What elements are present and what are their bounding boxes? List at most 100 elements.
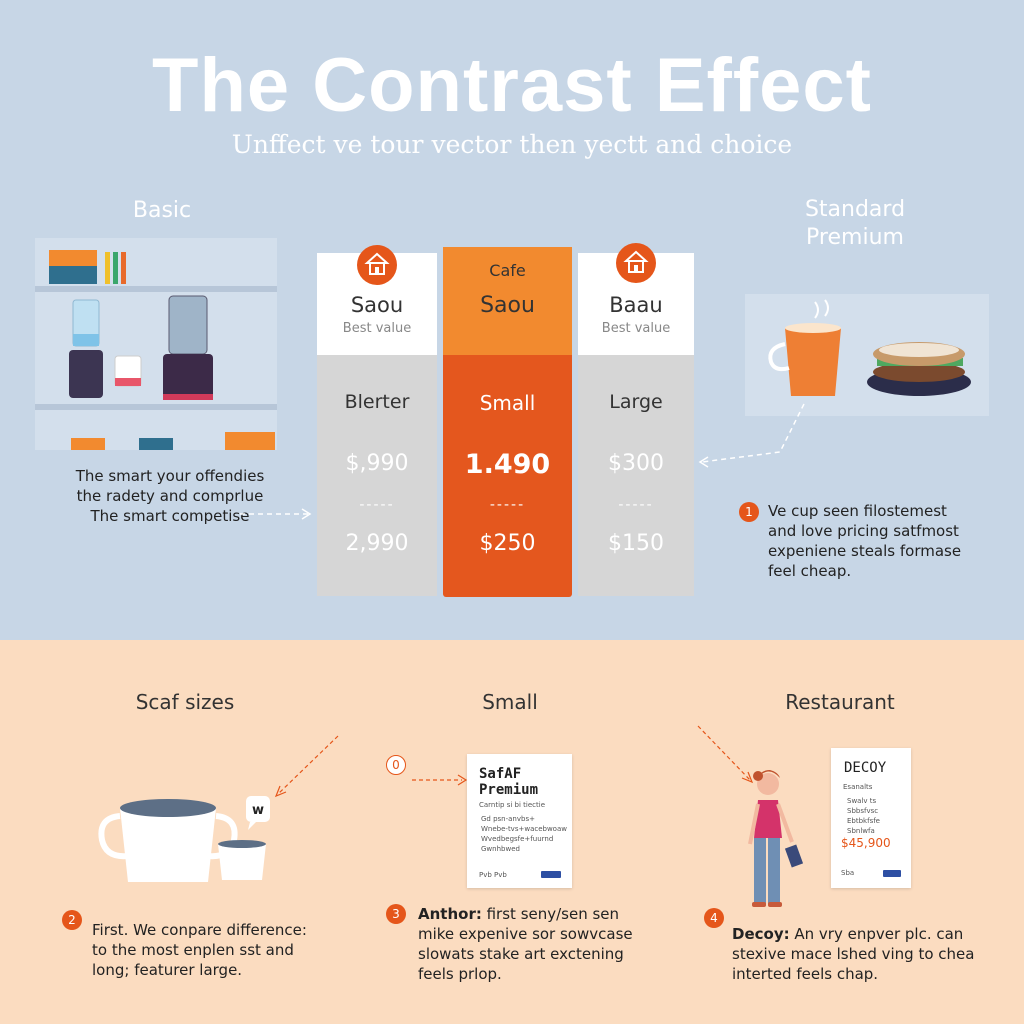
right-note-line: Ve cup seen filostemest xyxy=(768,502,947,520)
card-button[interactable] xyxy=(883,870,901,877)
note-line: Anthor: first seny/sen sen xyxy=(418,904,668,924)
plan-size: Large xyxy=(609,391,663,413)
plan-size: Small xyxy=(479,391,536,415)
note-line: interted feels chap. xyxy=(732,965,879,983)
list-item: Wvedbegsfe+fuurnd xyxy=(481,835,554,843)
sandwich-icon xyxy=(867,342,971,396)
section-heading: Small xyxy=(482,690,538,714)
left-note-line: The smart competise xyxy=(90,507,250,525)
right-arrow xyxy=(698,403,805,468)
note-line: Decoy: An vry enpver plc. can xyxy=(732,924,1002,944)
basic-label: Basic xyxy=(132,198,192,223)
coffee-sandwich-illustration xyxy=(745,294,989,416)
note-line: to the most enplen sst and xyxy=(92,941,294,959)
right-note-line: and love pricing satfmost xyxy=(768,522,959,540)
plan-cafe: Cafe xyxy=(489,261,526,280)
arrow-to-card xyxy=(412,774,468,786)
coffee-cup-icon xyxy=(114,355,142,387)
list-item: Sbbsfvsc xyxy=(847,807,879,815)
plan-name: Saou xyxy=(480,293,535,318)
coffee-cup-icon xyxy=(768,299,841,396)
card-title: SafAF xyxy=(479,766,522,782)
right-note-line: expeniene steals formase xyxy=(768,542,962,560)
note-text: first seny/sen sen xyxy=(481,905,620,923)
plan-price: $,990 xyxy=(345,451,409,476)
left-arrow xyxy=(240,508,312,520)
plan-price-secondary: $150 xyxy=(608,531,664,556)
shelf-illustration xyxy=(35,238,277,450)
card-button[interactable] xyxy=(541,871,561,878)
list-item: Swalv ts xyxy=(847,797,877,805)
page-title: The Contrast Effect xyxy=(152,43,872,128)
card-price: $45,900 xyxy=(841,836,891,850)
plan-price: 1.490 xyxy=(464,449,551,480)
plan-price: $300 xyxy=(608,451,664,476)
house-icon xyxy=(616,243,656,283)
coffee-cup-icon xyxy=(98,799,266,882)
price-column-right[interactable]: Baau Best value Large $300 ----- $150 xyxy=(578,243,694,596)
card-title: Premium xyxy=(479,782,539,798)
note-bold: Decoy: xyxy=(732,925,790,943)
divider: ----- xyxy=(359,497,395,513)
price-column-middle[interactable]: Cafe Saou Small 1.490 ----- $250 xyxy=(443,247,572,597)
plan-price-secondary: 2,990 xyxy=(345,531,409,556)
blender-icon xyxy=(69,295,213,400)
cups-illustration: w xyxy=(98,735,339,882)
note-line: First. We conpare difference: xyxy=(92,921,307,939)
card-list: Gd psn-anvbs+ Wnebe-tvs+wacebwoaw Wvedbe… xyxy=(481,814,567,854)
card-title: DECOY xyxy=(844,760,887,776)
premium-card[interactable]: SafAF Premium Carntip si bi tiectie Gd p… xyxy=(467,754,572,888)
list-item: Gwnhbwed xyxy=(481,845,520,853)
left-note-line: The smart your offendies xyxy=(75,467,265,485)
plan-name: Baau xyxy=(609,293,663,317)
note-text: An vry enpver plc. can xyxy=(789,925,964,943)
standard-premium-label: Standard Premium xyxy=(770,196,940,252)
decoy-card[interactable]: DECOY Esanalts Swalv ts Sbbsfvsc Ebtbkfs… xyxy=(831,748,911,888)
section-heading: Restaurant xyxy=(785,690,895,714)
note-bold: Anthor: xyxy=(418,905,482,923)
card-footer: Sba xyxy=(841,869,855,877)
note-line: mike expenive sor sowvcase xyxy=(418,925,633,943)
price-column-left[interactable]: Saou Best value Blerter $,990 ----- 2,99… xyxy=(317,245,437,596)
list-item: Gd psn-anvbs+ xyxy=(481,815,535,823)
divider: ----- xyxy=(489,497,526,513)
person-icon xyxy=(748,770,804,907)
label-line: Standard xyxy=(804,197,906,222)
card-list: Swalv ts Sbbsfvsc Ebtbkfsfe Sbnlwfa xyxy=(847,796,880,836)
note-line: stexive mace lshed ving to chea xyxy=(732,945,975,963)
page-subtitle: Unffect ve tour vector then yectt and ch… xyxy=(231,130,793,159)
section-heading: Scaf sizes xyxy=(135,690,235,714)
section-note: First. We conpare difference: to the mos… xyxy=(92,920,332,980)
right-note-line: feel cheap. xyxy=(768,562,852,580)
column-header: Cafe Saou xyxy=(443,247,572,355)
step-number: 4 xyxy=(704,908,724,928)
person-illustration xyxy=(697,725,804,907)
left-note-line: the radety and comprlue xyxy=(76,487,264,505)
note-line: feels prlop. xyxy=(418,965,502,983)
house-icon xyxy=(357,245,397,285)
divider: ----- xyxy=(618,497,654,513)
list-item: Sbnlwfa xyxy=(847,827,875,835)
column-header: Baau Best value xyxy=(578,243,694,355)
label-line: Premium xyxy=(806,225,904,250)
step-number: 1 xyxy=(739,502,759,522)
section-note: Decoy: An vry enpver plc. can stexive ma… xyxy=(732,924,1002,984)
column-header: Saou Best value xyxy=(317,245,437,355)
plan-price-secondary: $250 xyxy=(479,531,536,556)
card-subtitle: Carntip si bi tiectie xyxy=(479,801,545,809)
left-note: The smart your offendies the radety and … xyxy=(60,466,280,526)
step-marker: 0 xyxy=(386,755,406,775)
card-subtitle: Esanalts xyxy=(843,783,873,791)
right-note: Ve cup seen filostemest and love pricing… xyxy=(768,501,998,581)
plan-size: Blerter xyxy=(344,391,410,413)
plan-tag: Best value xyxy=(601,321,671,336)
list-item: Wnebe-tvs+wacebwoaw xyxy=(481,825,567,833)
step-number: 3 xyxy=(386,904,406,924)
plan-name: Saou xyxy=(350,293,404,317)
step-number: 2 xyxy=(62,910,82,930)
note-line: long; featurer large. xyxy=(92,961,243,979)
note-line: slowats stake art exctening xyxy=(418,945,624,963)
section-note: Anthor: first seny/sen sen mike expenive… xyxy=(418,904,668,984)
card-footer: Pvb Pvb xyxy=(479,871,507,879)
plan-tag: Best value xyxy=(342,321,412,336)
